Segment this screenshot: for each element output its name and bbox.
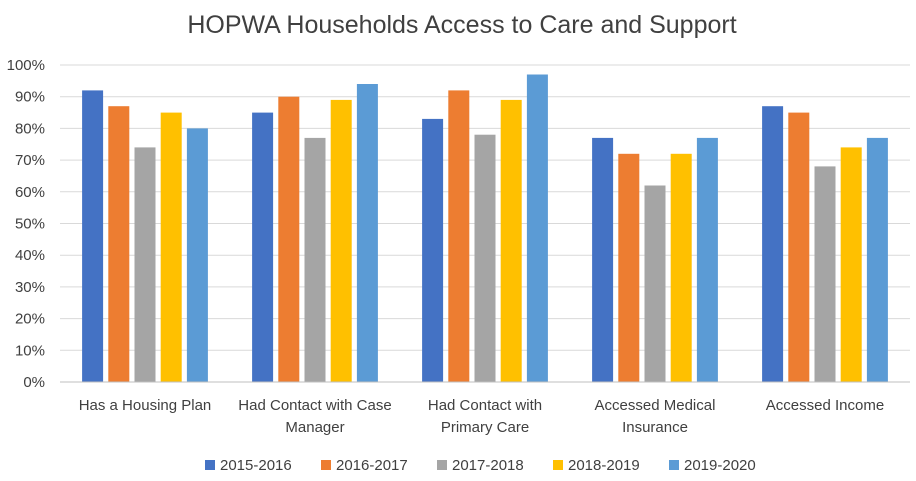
bar <box>108 106 130 382</box>
bar <box>304 137 326 382</box>
x-category-label: Accessed Medical <box>595 397 716 414</box>
bar <box>330 99 352 383</box>
y-tick-label: 70% <box>15 152 45 169</box>
x-axis-category-labels: Has a Housing Plan Had Contact with Case M… <box>79 397 884 436</box>
bar <box>474 134 496 382</box>
legend-swatch <box>669 460 679 470</box>
bar <box>252 112 274 382</box>
x-category-label: Insurance <box>622 419 688 436</box>
y-axis-tick-labels: 0% 10% 20% 30% 40% 50% 60% 70% 80% 90% 100% <box>7 57 45 391</box>
bar <box>526 74 548 382</box>
bar <box>696 137 718 382</box>
legend-label: 2017-2018 <box>452 457 524 474</box>
bars <box>82 74 888 383</box>
bar <box>422 118 444 383</box>
y-tick-label: 20% <box>15 311 45 328</box>
legend-swatch <box>553 460 563 470</box>
x-category-label: Accessed Income <box>766 397 884 414</box>
legend-label: 2019-2020 <box>684 457 756 474</box>
bar <box>592 137 614 382</box>
legend-label: 2018-2019 <box>568 457 640 474</box>
bar <box>186 128 208 382</box>
x-category-label: Manager <box>285 419 344 436</box>
legend-swatch <box>437 460 447 470</box>
y-tick-label: 50% <box>15 216 45 233</box>
bar <box>160 112 182 382</box>
legend-swatch <box>205 460 215 470</box>
bar <box>644 185 666 382</box>
bar <box>670 153 692 382</box>
y-tick-label: 10% <box>15 342 45 359</box>
x-category-label: Has a Housing Plan <box>79 397 212 414</box>
legend-swatch <box>321 460 331 470</box>
bar <box>134 147 156 382</box>
y-tick-label: 100% <box>7 57 45 74</box>
bar <box>618 153 640 382</box>
bar <box>278 96 300 382</box>
y-tick-label: 60% <box>15 184 45 201</box>
bar <box>814 166 836 382</box>
y-tick-label: 90% <box>15 89 45 106</box>
bar <box>762 106 784 382</box>
chart-title: HOPWA Households Access to Care and Supp… <box>187 11 736 39</box>
bar <box>788 112 810 382</box>
bar <box>82 90 104 383</box>
bar <box>448 90 470 383</box>
bar <box>840 147 862 382</box>
x-category-label: Had Contact with <box>428 397 542 414</box>
bar <box>356 84 378 382</box>
x-category-label: Had Contact with Case <box>238 397 391 414</box>
legend-label: 2016-2017 <box>336 457 408 474</box>
x-category-label: Primary Care <box>441 419 529 436</box>
bar <box>866 137 888 382</box>
y-tick-label: 0% <box>23 374 45 391</box>
legend-label: 2015-2016 <box>220 457 292 474</box>
legend: 2015-2016 2016-2017 2017-2018 2018-2019 2019… <box>205 457 756 474</box>
bar <box>500 99 522 383</box>
y-tick-label: 40% <box>15 247 45 264</box>
y-tick-label: 80% <box>15 120 45 137</box>
y-tick-label: 30% <box>15 279 45 296</box>
